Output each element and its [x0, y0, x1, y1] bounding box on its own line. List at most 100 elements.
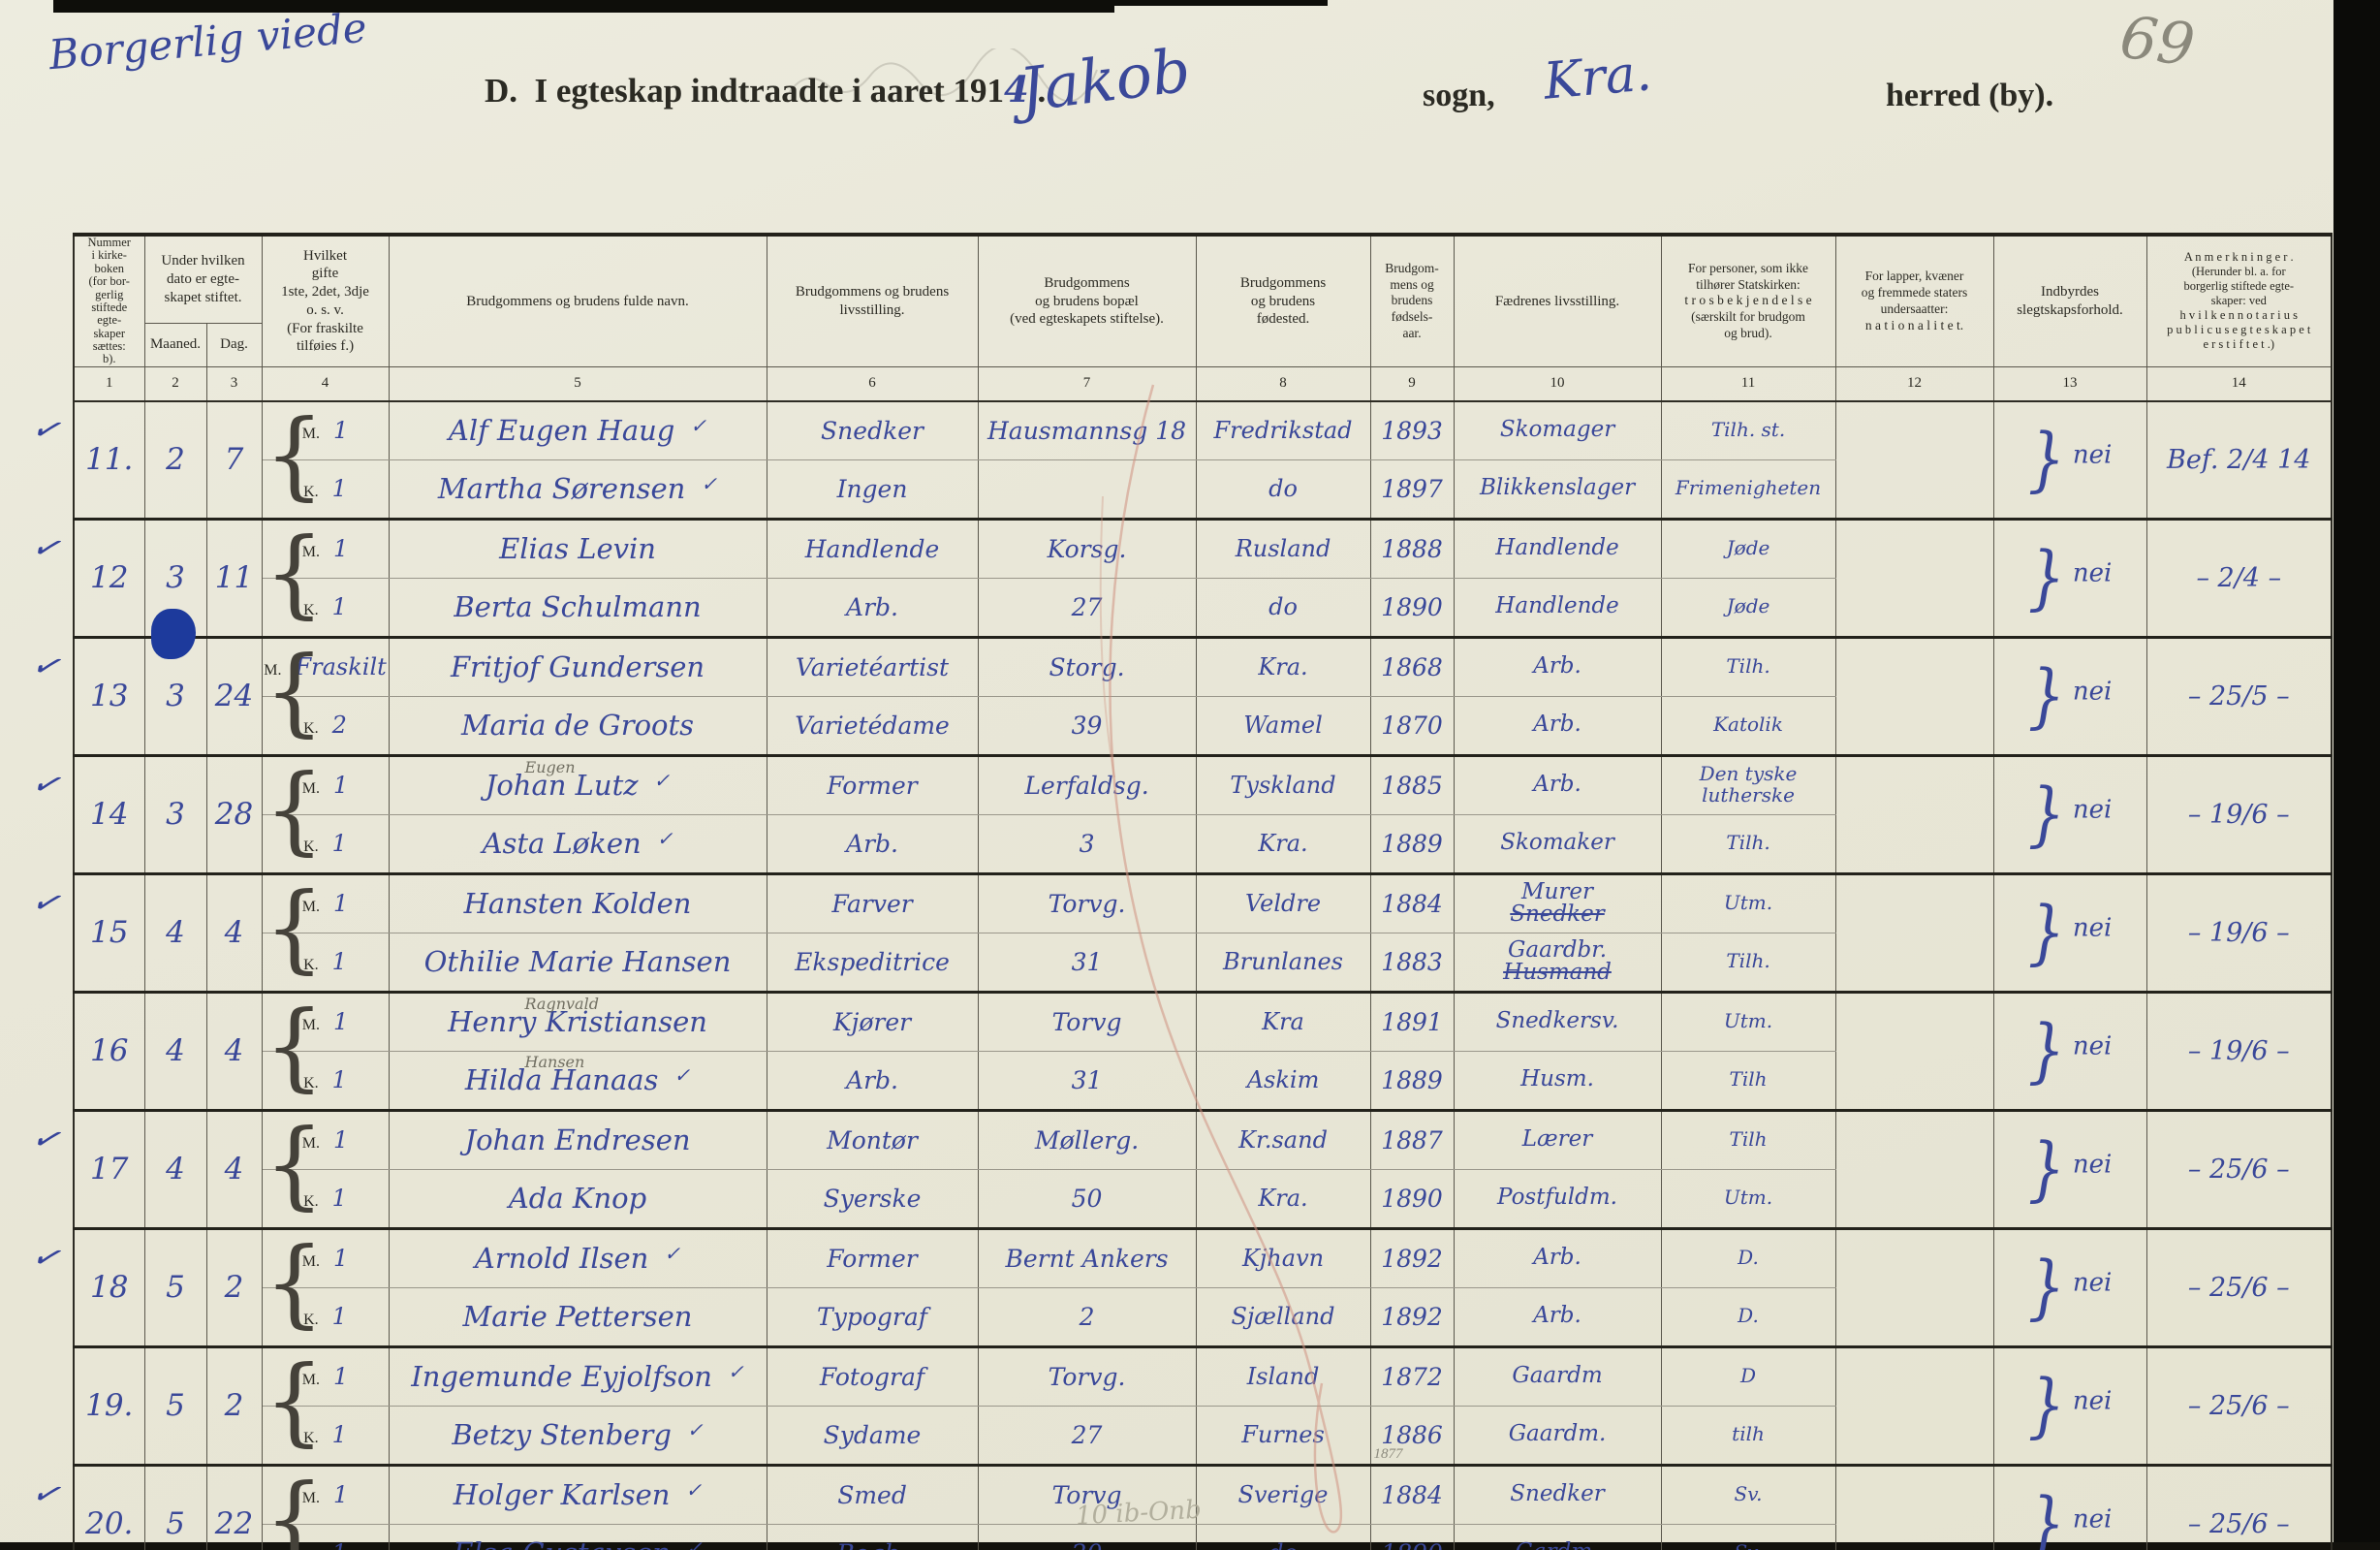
label-m: M. — [301, 544, 320, 561]
header-nationalitet: For lapper, kvæner og fremmede staters u… — [1834, 235, 1994, 367]
birthplace-groom: Tyskland — [1230, 772, 1336, 800]
cell-remarks: – 25/5 – — [2145, 637, 2333, 757]
cell-birthyear-bride: 1890 — [1369, 578, 1455, 639]
day-value: 22 — [214, 1506, 254, 1542]
col-num: 3 — [205, 365, 263, 402]
gifte-value-groom: 1 — [332, 772, 349, 800]
entry-number: 17 — [90, 1152, 129, 1187]
col-num: 5 — [388, 365, 767, 402]
entry-number: 12 — [90, 560, 129, 596]
month-value: 3 — [166, 797, 185, 833]
cell-residence-groom: Storg. — [977, 637, 1197, 697]
faith-bride: Sv. — [1735, 1540, 1763, 1550]
occupation-groom: Montør — [827, 1125, 918, 1155]
birthplace-groom: Kjhavn — [1241, 1245, 1325, 1273]
cell-nationality — [1834, 519, 1994, 639]
residence-bride: 20 — [1072, 1539, 1103, 1550]
cell-faith-bride: Sv. — [1660, 1524, 1836, 1550]
day-value: 11 — [214, 560, 254, 596]
father-occupation-groom: Arb. — [1533, 772, 1581, 798]
father-occupation-bride: Blikkenslager — [1479, 475, 1636, 501]
occupation-groom: Fotograf — [819, 1362, 925, 1391]
cell-birthyear-groom: 1887 — [1369, 1110, 1455, 1170]
cell-kinship: } nei — [1992, 1228, 2147, 1348]
margin-checkmark: ✓ — [27, 761, 64, 807]
struck-text: Snedker — [1510, 901, 1605, 927]
father-occupation-bride: Arb. — [1533, 1303, 1581, 1329]
birthyear-bride: 1890 — [1381, 592, 1443, 621]
struck-text: Husmand — [1503, 959, 1612, 985]
birthyear-bride: 1890 — [1381, 1539, 1443, 1550]
birthyear-bride: 1889 — [1381, 1065, 1443, 1094]
cell-gifte-groom: { M. 1 — [261, 873, 390, 976]
title-printed-suffix: . — [1028, 72, 1047, 110]
faith-groom: Utm. — [1723, 1009, 1773, 1033]
cell-birthyear-bride: 1890 — [1369, 1169, 1455, 1230]
left-brace: { — [264, 1227, 325, 1339]
cell-name-bride: Asta Løken ✓ — [388, 814, 767, 875]
margin-checkmark: ✓ — [27, 1234, 64, 1280]
cell-occupation-groom: Snedker — [766, 400, 979, 460]
cell-day: 22 — [205, 1465, 263, 1550]
check-mark: ✓ — [701, 472, 718, 496]
birthyear-bride: 1892 — [1381, 1302, 1443, 1331]
father-occupation-groom: Snedker — [1510, 1481, 1605, 1507]
cell-name-bride: Maria de Groots — [388, 696, 767, 757]
gifte-value-bride: 1 — [331, 1066, 347, 1094]
remarks-value: – 2/4 – — [2196, 562, 2282, 593]
cell-birthplace-groom: Island — [1195, 1346, 1371, 1407]
father-occupation-groom: Gaardm — [1512, 1363, 1603, 1389]
remarks-value: Bef. 2/4 14 — [2167, 444, 2311, 475]
occupation-groom: Kjører — [832, 1007, 912, 1036]
cell-kinship: } nei — [1992, 992, 2147, 1112]
entry-number: 20. — [85, 1506, 134, 1542]
cell-father-occupation-bride: Gaardbr. Husmand — [1453, 933, 1662, 994]
cell-gifte-groom: { M. 1 — [261, 992, 390, 1094]
pencil-annotation: Eugen — [524, 757, 576, 776]
cell-father-occupation-bride: Arb. — [1453, 696, 1662, 757]
header-bopael: Brudgommens og brudens bopæl (ved egtesk… — [977, 235, 1197, 367]
entry-row-groom: ✓ 12 3 11 { M. 1 Elias Levin Handlende K… — [28, 519, 2333, 659]
entry-number: 15 — [90, 915, 129, 951]
right-brace: } — [2027, 1128, 2065, 1211]
cell-faith-bride: Jøde — [1660, 578, 1836, 639]
left-brace: { — [264, 754, 325, 866]
cell-occupation-bride: Arb. — [766, 1051, 979, 1112]
cell-birthyear-groom: 1888 — [1369, 519, 1455, 579]
cell-nationality — [1834, 1465, 1994, 1550]
pencil-annotation: Ragnvald — [524, 994, 599, 1013]
bride-name: Maria de Groots — [460, 709, 695, 743]
birthplace-groom: Kra — [1262, 1008, 1304, 1036]
handwritten-herred-name: Kra. — [1541, 44, 1654, 111]
cell-birthplace-bride: do — [1195, 459, 1371, 521]
cell-month: 5 — [143, 1346, 207, 1467]
cell-residence-bride — [977, 459, 1197, 521]
cell-month: 4 — [143, 1110, 207, 1230]
bride-name: Hilda Hanaas — [464, 1063, 659, 1097]
cell-birthyear-groom: 1884 — [1369, 1465, 1455, 1525]
cell-father-occupation-bride: Husm. — [1453, 1051, 1662, 1112]
month-value: 4 — [166, 915, 185, 951]
cell-birthplace-groom: Veldre — [1195, 873, 1371, 933]
father-occupation-groom: Arb. — [1533, 653, 1581, 680]
entry-row-groom: ✓ 17 4 4 { M. 1 Johan Endresen Montør Mø… — [28, 1110, 2333, 1230]
residence-bride: 31 — [1071, 1065, 1103, 1094]
remarks-value: – 25/6 – — [2187, 1272, 2290, 1303]
cell-faith-bride: Utm. — [1660, 1169, 1836, 1230]
bride-name: Elsa Gustavsen — [453, 1536, 671, 1550]
label-m: M. — [301, 780, 320, 798]
bride-name: Ada Knop — [508, 1182, 647, 1216]
cell-birthplace-bride: do — [1195, 1524, 1371, 1550]
cell-number: ✓ 15 — [28, 873, 145, 994]
birthplace-bride: Kra. — [1258, 1185, 1308, 1213]
gifte-value-bride: 1 — [331, 1421, 347, 1449]
birthyear-groom: 1872 — [1381, 1362, 1443, 1391]
col-num: 1 — [73, 365, 145, 402]
check-mark: ✓ — [653, 769, 671, 793]
cell-residence-groom: Korsg. — [977, 519, 1197, 579]
cell-name-bride: Betzy Stenberg ✓ — [388, 1406, 767, 1467]
header-names: Brudgommens og brudens fulde navn. — [388, 235, 767, 367]
gifte-value-groom: 1 — [332, 1363, 349, 1391]
header-gifte: Hvilket gifte 1ste, 2det, 3dje o. s. v. … — [261, 235, 390, 367]
day-value: 2 — [224, 1388, 244, 1424]
